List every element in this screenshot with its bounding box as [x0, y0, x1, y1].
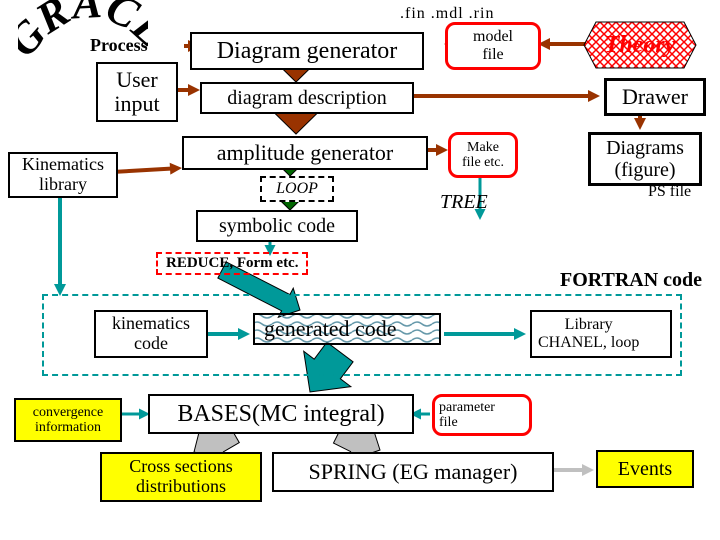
ps-file-label: PS file: [648, 184, 691, 201]
svg-text:Theory: Theory: [605, 32, 676, 58]
spring-box: SPRING (EG manager): [272, 452, 554, 492]
fortran-label: FORTRAN code: [560, 270, 702, 291]
user-input-box: User input: [96, 62, 178, 122]
tree-label: TREE: [440, 192, 488, 213]
kinematics-library-box: Kinematics library: [8, 152, 118, 198]
cross-sections-box: Cross sections distributions: [100, 452, 262, 502]
kinematics-code-box: kinematics code: [94, 310, 208, 358]
parameter-file-box: parameter file: [432, 394, 532, 436]
loop-box: LOOP: [260, 176, 334, 202]
diagrams-box: Diagrams (figure): [588, 132, 702, 186]
amplitude-generator-box: amplitude generator: [182, 136, 428, 170]
symbolic-code-box: symbolic code: [196, 210, 358, 242]
events-box: Events: [596, 450, 694, 488]
library-chanel-box: Library CHANEL, loop: [530, 310, 672, 358]
theory-hex: Theory: [580, 18, 690, 64]
make-file-box: Make file etc.: [448, 132, 518, 178]
diagram-description-box: diagram description: [200, 82, 414, 114]
drawer-box: Drawer: [604, 78, 706, 116]
reduce-box: REDUCE, Form etc.: [156, 252, 308, 275]
ext-labels: .fin .mdl .rin: [400, 6, 494, 23]
process-label: Process: [90, 36, 178, 60]
diagram-generator-box: Diagram generator: [190, 32, 424, 70]
convergence-info-box: convergence information: [14, 398, 122, 442]
bases-box: BASES(MC integral): [148, 394, 414, 434]
model-file-box: model file: [445, 22, 541, 70]
generated-code-box: generated code: [252, 312, 442, 346]
